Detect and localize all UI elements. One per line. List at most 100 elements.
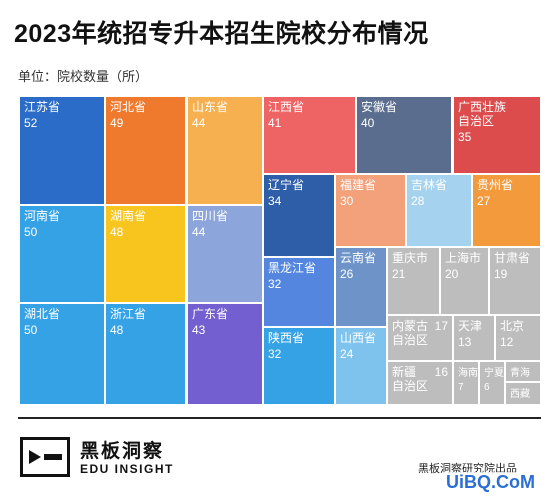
treemap-cell-value: 52: [24, 116, 38, 130]
treemap-cell-value: 7: [458, 382, 464, 393]
treemap-cell-name: 宁夏: [484, 366, 504, 379]
treemap-cell-name: 浙江省: [110, 307, 146, 321]
treemap-cell-value: 28: [411, 194, 425, 208]
treemap-cell-rect: [454, 97, 540, 173]
treemap-cell-rect: [490, 248, 540, 314]
treemap-cell-value: 32: [268, 347, 282, 361]
treemap-cell: 浙江省 48: [106, 304, 185, 404]
treemap-cell-rect: [336, 175, 405, 246]
treemap-cell-rect: [106, 304, 185, 404]
treemap-cell: 江苏省 52: [20, 97, 104, 204]
treemap-cell-value: 21: [392, 267, 406, 281]
treemap-cell-value: 41: [268, 116, 282, 130]
treemap-cell-rect: [106, 206, 185, 302]
treemap-cell-rect: [388, 362, 452, 404]
treemap-cell-name: 江西省: [268, 100, 304, 114]
treemap-cell-name: 西藏: [510, 388, 530, 400]
treemap-cell: 海南 7: [454, 362, 478, 404]
treemap-cell-rect: [388, 248, 439, 314]
site-watermark: UiBQ.CoM: [442, 472, 539, 493]
treemap-cell-name: 青海: [510, 366, 530, 379]
edu-insight-logo-icon: [20, 437, 70, 477]
treemap-cell-name: 广东省: [192, 307, 228, 321]
treemap-cell: 天津 13: [454, 316, 494, 360]
treemap-cell-value: 50: [24, 225, 38, 239]
treemap-cell-rect: [473, 175, 540, 246]
treemap-cell: 云南省 26: [336, 248, 386, 326]
treemap-cell-value: 6: [484, 382, 490, 393]
treemap-cell-name: 安徽省: [361, 99, 397, 114]
treemap-cell-value: 40: [361, 116, 375, 130]
treemap-cell-value: 20: [445, 267, 459, 281]
treemap-cell-name: 贵州省: [477, 178, 513, 192]
treemap-cell-rect: [264, 328, 334, 404]
treemap-cell: 贵州省 27: [473, 175, 540, 246]
treemap-cell: 安徽省 40: [357, 97, 451, 173]
treemap-cell-rect: [506, 383, 540, 404]
treemap-cell-rect: [20, 304, 104, 404]
treemap-cell-rect: [264, 175, 334, 256]
treemap-cell-rect: [506, 362, 540, 381]
treemap-cell-value: 19: [494, 267, 508, 281]
treemap-cell-rect: [407, 175, 471, 246]
treemap-cell-rect: [480, 362, 504, 404]
treemap-cell-name: 自治区: [392, 333, 428, 347]
treemap-cell-name: 陕西省: [268, 330, 304, 345]
treemap-cell-value: 30: [340, 194, 354, 208]
treemap-cell-value: 13: [458, 335, 472, 349]
treemap-cell-name: 天津: [458, 319, 482, 333]
treemap-cell: 河北省 49: [106, 97, 185, 204]
treemap-cell: 山东省 44: [188, 97, 262, 204]
treemap-cell: 重庆市 21: [388, 248, 439, 314]
treemap-cell-name: 云南省: [340, 250, 376, 265]
treemap-cell-rect: [454, 362, 478, 404]
treemap-cell-name: 广西壮族: [458, 100, 506, 114]
treemap-cell-value: 43: [192, 323, 206, 337]
treemap-cell: 宁夏 6: [480, 362, 504, 404]
treemap-cell: 湖南省 48: [106, 206, 185, 302]
treemap-cell-name: 内蒙古: [392, 318, 428, 333]
treemap-cell-value: 12: [500, 335, 514, 349]
unit-label: 单位：院校数量（所）: [18, 69, 149, 84]
treemap-cell-name: 黑龙江省: [268, 261, 316, 275]
treemap-cell-name: 湖南省: [110, 208, 146, 223]
treemap-cell-name: 四川省: [192, 209, 228, 223]
treemap-cell-name: 山西省: [340, 331, 376, 345]
treemap-cell-name: 辽宁省: [268, 177, 304, 192]
treemap-cell-value: 26: [340, 267, 354, 281]
treemap-cell: 四川省 44: [188, 206, 262, 302]
treemap-cell-name: 吉林省: [411, 178, 447, 192]
treemap-cell: 甘肃省 19: [490, 248, 540, 314]
treemap-cell-value: 44: [192, 116, 206, 130]
treemap-cell-value: 48: [110, 225, 124, 239]
treemap-cell-rect: [441, 248, 488, 314]
treemap-cell-name: 河南省: [24, 208, 60, 223]
treemap-cell-rect: [264, 97, 355, 173]
footer-divider: [18, 417, 541, 419]
treemap-cell-name: 山东省: [192, 100, 228, 114]
treemap-cell-value: 44: [192, 225, 206, 239]
treemap-cell-rect: [188, 206, 262, 302]
treemap-cell-rect: [188, 304, 262, 404]
treemap-cell-name: 新疆: [392, 364, 416, 379]
treemap-cell: 北京 12: [496, 316, 540, 360]
treemap-cell-value: 17: [435, 319, 449, 333]
treemap-cell-name: 重庆市: [392, 250, 428, 265]
treemap-cell-rect: [264, 258, 334, 326]
treemap-cell-rect: [188, 97, 262, 204]
treemap-cell: 山西省 24: [336, 328, 386, 404]
treemap-cell: 福建省 30: [336, 175, 405, 246]
chart-title: 2023年统招专升本招生院校分布情况: [14, 20, 429, 48]
treemap-cell-name: 江苏省: [24, 100, 60, 114]
treemap-cell-name: 福建省: [340, 177, 376, 192]
treemap-cell-value: 49: [110, 116, 124, 130]
treemap-cell-value: 3: [510, 403, 516, 414]
treemap-cell-rect: [336, 248, 386, 326]
treemap-cell-value: 24: [340, 347, 354, 361]
treemap-cell-rect: [454, 316, 494, 360]
treemap-cell: 江西省 41: [264, 97, 355, 173]
